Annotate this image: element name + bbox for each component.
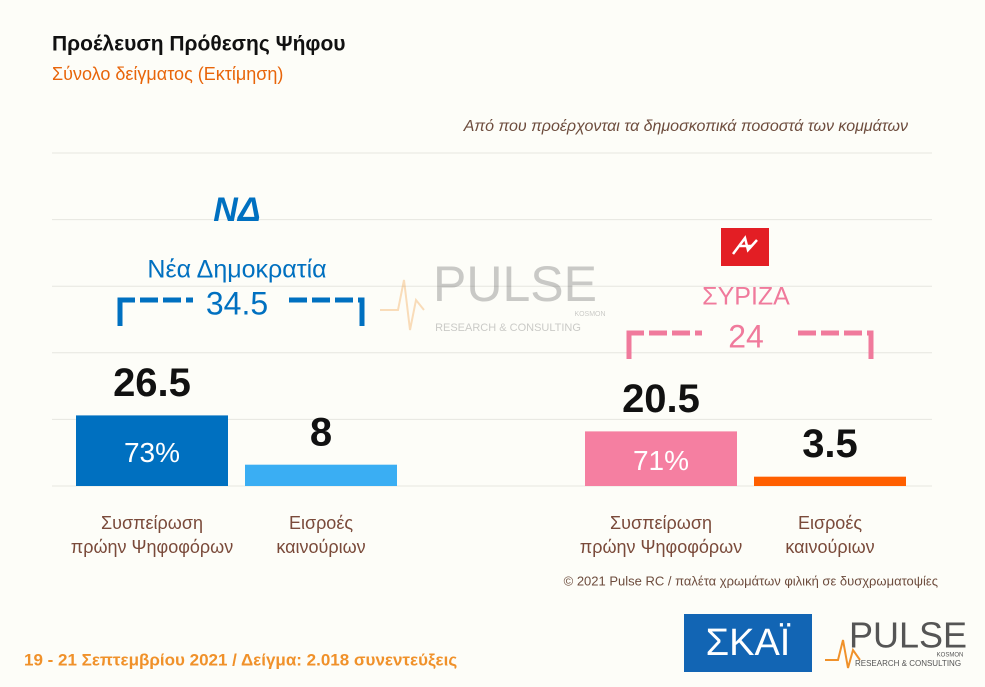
share-label: 73% — [124, 437, 180, 468]
pollster-small: KOSMON — [937, 653, 964, 659]
party-name: Νέα Δημοκρατία — [147, 256, 326, 284]
bar — [76, 415, 228, 486]
annotation: Από που προέρχονται τα δημοσκοπικά ποσοσ… — [463, 118, 908, 135]
total-bracket-ends — [626, 333, 874, 359]
value-label: 8 — [310, 410, 332, 454]
bar — [754, 476, 906, 486]
pollster-logo-pulse — [825, 639, 861, 669]
category-label: Συσπείρωση πρώην Ψηφοφόρων — [70, 513, 234, 557]
watermark-small: KOSMON — [574, 311, 605, 318]
category-label: Εισροές καινούριων — [276, 513, 366, 557]
share-label: 71% — [633, 445, 689, 476]
footer: 19 - 21 Σεπτεμβρίου 2021 / Δείγμα: 2.018… — [24, 650, 457, 669]
pollster-logo: PULSE — [849, 615, 967, 656]
value-label: 26.5 — [113, 361, 191, 405]
value-label: 20.5 — [622, 377, 700, 421]
bar — [245, 464, 397, 486]
watermark-pulse — [380, 279, 425, 331]
watermark: PULSE RESEARCH & CONSULTING KOSMON — [380, 256, 606, 334]
watermark-brand: PULSE — [433, 256, 597, 312]
party-logo-star — [732, 235, 758, 255]
category-label: Εισροές καινούριων — [785, 513, 875, 557]
party-name: ΣΥΡΙΖΑ — [702, 283, 790, 311]
copyright: © 2021 Pulse RC / παλέτα χρωμάτων φιλική… — [564, 573, 938, 588]
broadcaster-logo: ΣΚΑΪ — [706, 622, 791, 664]
party-total: 34.5 — [206, 285, 268, 321]
chart-title: Προέλευση Πρόθεσης Ψήφου — [52, 33, 346, 56]
party-logo: ΝΔ — [213, 191, 260, 229]
party-total: 24 — [728, 318, 764, 354]
chart-subtitle: Σύνολο δείγματος (Εκτίμηση) — [52, 64, 283, 84]
watermark-tagline: RESEARCH & CONSULTING — [435, 322, 581, 334]
bar — [585, 431, 737, 486]
pollster-tagline: RESEARCH & CONSULTING — [855, 659, 961, 668]
category-label: Συσπείρωση πρώην Ψηφοφόρων — [579, 513, 743, 557]
total-bracket-ends — [117, 300, 365, 326]
value-label: 3.5 — [802, 422, 858, 466]
broadcaster-logo-box — [684, 614, 812, 672]
